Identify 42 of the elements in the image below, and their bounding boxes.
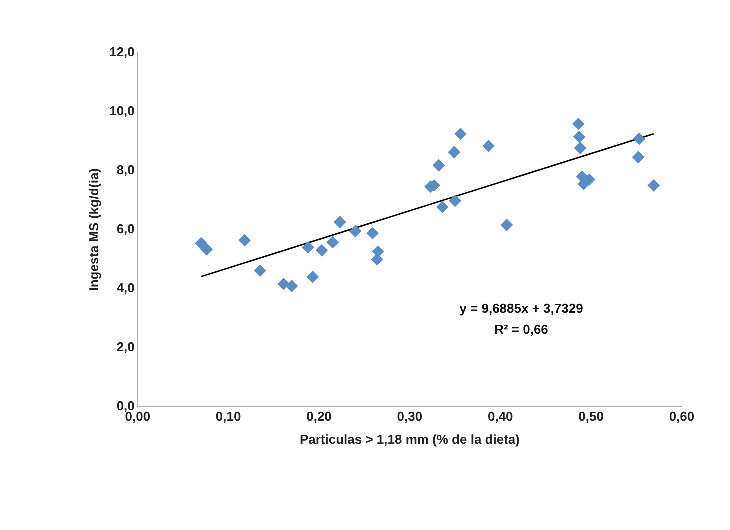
annotation: y = 9,6885x + 3,7329 — [460, 301, 584, 316]
y-tick-label: 6,0 — [116, 221, 135, 236]
x-tick-label: 0,50 — [578, 409, 604, 424]
point — [350, 225, 362, 238]
point — [574, 131, 586, 144]
point — [448, 146, 460, 158]
point — [454, 128, 467, 140]
point — [574, 142, 586, 154]
point — [334, 216, 346, 228]
point — [302, 242, 314, 254]
point — [432, 160, 445, 172]
point — [316, 244, 328, 257]
point — [648, 180, 660, 192]
x-tick-label: 0,60 — [669, 409, 695, 424]
x-tick-label: 0,20 — [306, 409, 332, 424]
x-tick-label: 0,30 — [397, 409, 423, 424]
point — [278, 278, 290, 290]
y-tick-label: 4,0 — [116, 280, 135, 296]
point — [500, 219, 513, 232]
point — [306, 271, 319, 284]
y-tick-label: 12,0 — [110, 44, 135, 60]
x-axis-title: Particulas > 1,18 mm (% de la dieta) — [300, 432, 520, 447]
point — [238, 234, 251, 247]
point — [632, 151, 644, 164]
point — [326, 236, 339, 249]
point — [200, 244, 213, 256]
y-tick-label: 8,0 — [116, 162, 135, 178]
point — [366, 227, 379, 240]
y-axis-title: Ingesta MS (kg/d(ia) — [86, 168, 102, 292]
point — [195, 237, 208, 250]
point — [633, 133, 646, 146]
point — [436, 201, 449, 214]
x-tick-label: 0,40 — [488, 409, 514, 424]
point — [572, 118, 585, 130]
annotation: R² = 0,66 — [494, 322, 548, 338]
x-tick-label: 0,10 — [216, 409, 242, 424]
point — [254, 264, 266, 277]
point — [449, 195, 462, 208]
point — [482, 140, 495, 152]
y-tick-label: 10,0 — [110, 104, 135, 119]
y-tick-label: 2,0 — [116, 339, 135, 354]
point — [286, 280, 298, 292]
